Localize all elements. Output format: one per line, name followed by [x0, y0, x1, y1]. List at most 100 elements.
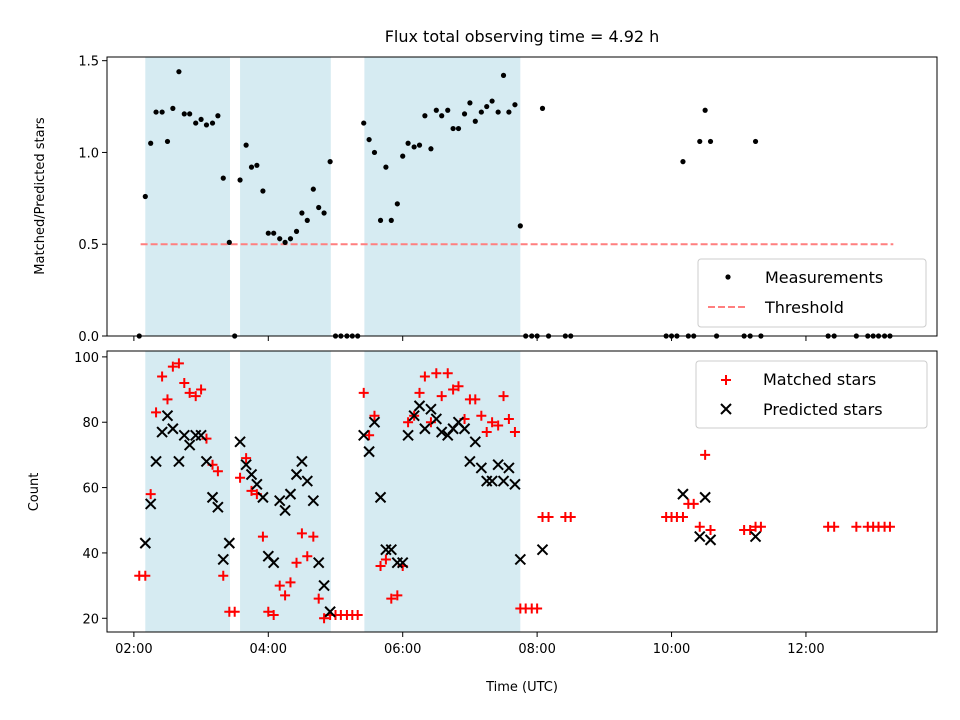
measurement-point	[277, 236, 283, 242]
matched-stars-point	[386, 593, 397, 604]
legend-measurements-marker	[725, 274, 731, 280]
predicted-stars-point	[509, 478, 521, 491]
predicted-stars-point	[307, 494, 320, 507]
predicted-stars-point	[223, 537, 236, 549]
matched-stars-point	[212, 466, 223, 477]
y-tick-label: 20	[82, 612, 99, 627]
measurement-point	[159, 109, 165, 115]
measurement-point	[702, 107, 708, 113]
matched-stars-point	[493, 420, 504, 431]
measurement-point	[327, 159, 333, 165]
predicted-stars-point	[200, 455, 213, 468]
matched-stars-point	[285, 577, 296, 588]
matched-stars-point	[677, 511, 688, 522]
measurement-point	[243, 142, 249, 148]
measurement-point	[142, 193, 148, 200]
measurement-point	[400, 153, 406, 159]
predicted-stars-point	[492, 458, 504, 471]
measurement-point	[500, 72, 507, 78]
predicted-stars-point	[167, 423, 179, 435]
predicted-stars-point	[212, 501, 224, 513]
matched-stars-point	[229, 606, 240, 617]
measurement-point	[153, 109, 159, 115]
legend-measurements-label: Measurements	[765, 268, 883, 287]
predicted-stars-point	[503, 462, 515, 474]
predicted-stars-point	[677, 488, 689, 500]
matched-stars-point	[829, 521, 840, 532]
predicted-stars-point	[363, 445, 375, 458]
predicted-stars-point	[458, 423, 471, 435]
y-tick-label: 0.5	[78, 238, 99, 253]
x-tick-label: 06:00	[384, 642, 421, 657]
x-tick-label: 08:00	[518, 642, 555, 657]
matched-stars-point	[688, 498, 699, 509]
measurement-point	[394, 201, 400, 207]
matched-stars-point	[263, 606, 274, 617]
measurement-point	[461, 111, 468, 117]
predicted-stars-point	[251, 478, 263, 491]
predicted-stars-point	[301, 475, 313, 487]
predicted-stars-point	[475, 462, 488, 474]
matched-stars-point	[167, 361, 178, 372]
matched-stars-point	[257, 531, 268, 542]
matched-stars-point	[375, 560, 386, 571]
measurement-point	[680, 159, 686, 165]
measurement-point	[484, 103, 490, 110]
measurement-point	[439, 113, 445, 119]
matched-stars-point	[145, 489, 156, 500]
measurement-point	[445, 107, 451, 113]
y-axis-label-count: Count	[27, 473, 42, 512]
y-tick-label: 1.0	[78, 146, 99, 161]
legend-threshold-label: Threshold	[764, 298, 844, 317]
predicted-stars-point	[240, 458, 252, 471]
measurement-point	[388, 217, 394, 223]
observing-span	[145, 57, 230, 336]
axes-frame	[106, 350, 938, 633]
matched-stars-point	[291, 557, 302, 568]
measurement-point	[248, 164, 255, 170]
matched-stars-point	[302, 551, 313, 562]
measurement-point	[187, 111, 193, 117]
x-tick-label: 10:00	[653, 642, 690, 657]
matched-stars-point	[246, 485, 257, 496]
measurement-point	[170, 105, 176, 111]
predicted-stars-point	[430, 413, 443, 425]
matched-stars-point	[280, 590, 291, 601]
matched-stars-point	[364, 430, 375, 441]
predicted-stars-point	[312, 557, 325, 569]
predicted-stars-point	[324, 606, 336, 618]
measurement-point	[371, 149, 378, 156]
predicted-stars-point	[358, 429, 370, 442]
measurement-point	[271, 230, 277, 236]
matched-stars-point	[498, 391, 509, 402]
measurement-point	[310, 186, 316, 192]
measurement-point	[220, 175, 226, 181]
matched-stars-point	[414, 387, 425, 398]
matched-stars-point	[380, 554, 391, 565]
observing-span	[240, 57, 331, 336]
measurement-point	[450, 125, 456, 132]
matched-stars-point	[173, 358, 184, 369]
y-tick-label: 40	[82, 547, 99, 562]
x-axis-label: Time (UTC)	[485, 680, 558, 695]
predicted-stars-point	[694, 530, 706, 543]
matched-stars-point	[157, 371, 168, 382]
predicted-stars-point	[368, 416, 381, 428]
matched-stars-point	[700, 449, 711, 460]
measurement-point	[422, 113, 428, 119]
matched-stars-point	[884, 521, 895, 532]
matched-stars-point	[436, 391, 447, 402]
matched-stars-point	[268, 610, 279, 621]
matched-stars-point	[274, 580, 285, 591]
chart-title: Flux total observing time = 4.92 h	[385, 27, 660, 46]
measurement-point	[203, 122, 210, 128]
matched-stars-point	[369, 410, 380, 421]
measurement-point	[215, 113, 221, 119]
legend-predicted-label: Predicted stars	[763, 400, 883, 419]
measurement-point	[293, 228, 300, 234]
measurement-point	[366, 136, 372, 143]
predicted-stars-point	[139, 537, 152, 549]
measurement-point	[377, 217, 384, 223]
measurement-point	[321, 210, 327, 216]
measurement-point	[193, 120, 199, 126]
